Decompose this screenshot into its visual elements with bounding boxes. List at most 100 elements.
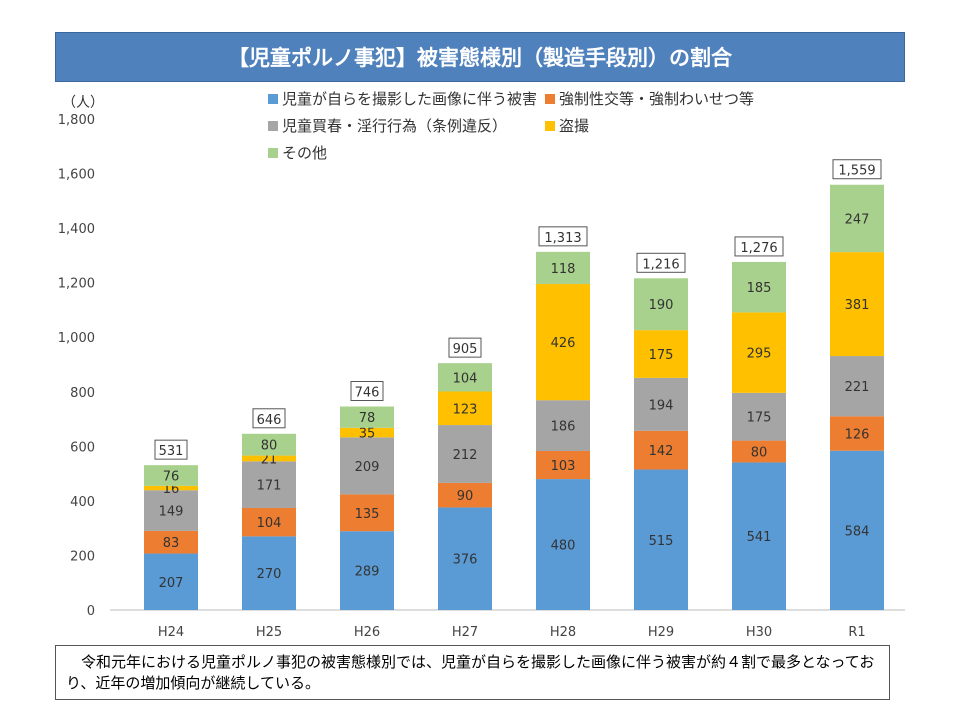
bar-segment [634, 377, 688, 431]
total-label-box [448, 337, 482, 358]
legend-item-other: その他 [268, 142, 327, 163]
bar-segment [634, 430, 688, 470]
x-tick-label: H30 [746, 625, 772, 640]
bar-segment [830, 184, 884, 253]
data-label: 289 [355, 565, 380, 580]
x-tick-label: R1 [848, 625, 865, 640]
x-tick-label: H24 [158, 625, 184, 640]
bar-segment [732, 440, 786, 463]
bar-segment [340, 494, 394, 532]
total-label: 746 [355, 386, 380, 401]
y-tick-label: 1,200 [58, 277, 95, 292]
legend-item-self-photo: 児童が自らを撮影した画像に伴う被害 [268, 88, 537, 109]
data-label: 175 [747, 411, 772, 426]
legend-label: 盗撮 [559, 117, 590, 135]
bar-segment [830, 416, 884, 451]
data-label: 149 [159, 505, 184, 520]
bar-segment [634, 469, 688, 610]
legend-swatch [268, 147, 278, 158]
bar-segment [340, 437, 394, 495]
data-label: 209 [355, 460, 380, 475]
data-label: 126 [845, 428, 870, 443]
bar-segment [438, 391, 492, 426]
legend-label: 児童買春・淫行行為（条例違反） [282, 117, 508, 135]
bar-segment [144, 490, 198, 531]
bar-segment [144, 465, 198, 486]
data-label: 515 [649, 534, 674, 549]
total-label-box [154, 439, 188, 460]
data-label: 76 [163, 470, 180, 485]
total-label: 646 [257, 413, 282, 428]
data-label: 194 [649, 398, 674, 413]
data-label: 123 [453, 402, 478, 417]
x-tick-label: H29 [648, 625, 674, 640]
bar-segment [438, 507, 492, 610]
bar-segment [144, 530, 198, 554]
bar-segment [340, 427, 394, 438]
bar-segment [536, 400, 590, 451]
bar-segment [144, 553, 198, 610]
legend-item-voyeur: 盗撮 [545, 115, 589, 136]
bar-segment [830, 252, 884, 357]
bar-segment [242, 536, 296, 610]
data-label: 90 [457, 489, 474, 504]
legend-swatch [545, 120, 555, 131]
x-tick-label: H26 [354, 625, 380, 640]
chart-title: 【児童ポルノ事犯】被害態様別（製造手段別）の割合 [55, 32, 905, 82]
bar-segment [242, 455, 296, 462]
bar-segment [732, 462, 786, 610]
bar-segment [634, 278, 688, 331]
total-label: 1,216 [642, 257, 679, 272]
legend-swatch [268, 120, 278, 131]
y-axis-unit-label: （人） [62, 95, 104, 111]
data-label: 376 [453, 553, 478, 568]
data-label: 80 [261, 439, 278, 454]
data-label: 104 [257, 516, 282, 531]
bar-segment [242, 461, 296, 508]
total-label: 1,276 [740, 241, 777, 256]
y-tick-label: 0 [87, 604, 95, 619]
total-label-box [538, 226, 588, 247]
y-tick-label: 600 [70, 440, 95, 455]
bar-segment [340, 531, 394, 610]
total-label-box [832, 159, 882, 180]
bar-segment [144, 485, 198, 491]
legend-item-prostitution: 児童買春・淫行行為（条例違反） [268, 115, 507, 136]
data-label: 426 [551, 336, 576, 351]
total-label-box [350, 381, 384, 402]
data-label: 247 [845, 212, 870, 227]
total-label: 531 [159, 444, 184, 459]
bar-segment [536, 479, 590, 610]
bar-segment [830, 450, 884, 610]
bar-segment [536, 450, 590, 480]
data-label: 480 [551, 539, 576, 554]
data-label: 103 [551, 459, 576, 474]
total-label-box [734, 236, 784, 257]
data-label: 142 [649, 444, 674, 459]
data-label: 185 [747, 281, 772, 296]
total-label-box [636, 252, 686, 273]
data-label: 118 [551, 262, 576, 277]
data-label: 175 [649, 348, 674, 363]
summary-note: 令和元年における児童ポルノ事犯の被害態様別では、児童が自らを撮影した画像に伴う被… [55, 645, 890, 700]
bar-segment [830, 356, 884, 417]
bar-segment [242, 433, 296, 456]
total-label-box [252, 408, 286, 429]
data-label: 541 [747, 530, 772, 545]
data-label: 584 [845, 524, 870, 539]
legend-label: その他 [282, 144, 328, 162]
data-label: 135 [355, 507, 380, 522]
bar-segment [438, 482, 492, 508]
total-label: 1,313 [544, 231, 581, 246]
data-label: 207 [159, 576, 184, 591]
bar-segment [536, 284, 590, 401]
bar-segment [242, 507, 296, 537]
x-tick-label: H25 [256, 625, 282, 640]
data-label: 270 [257, 567, 282, 582]
data-label: 221 [845, 380, 870, 395]
legend-swatch [545, 93, 555, 104]
data-label: 35 [359, 427, 376, 442]
total-label: 905 [453, 342, 478, 357]
y-tick-label: 200 [70, 549, 95, 564]
